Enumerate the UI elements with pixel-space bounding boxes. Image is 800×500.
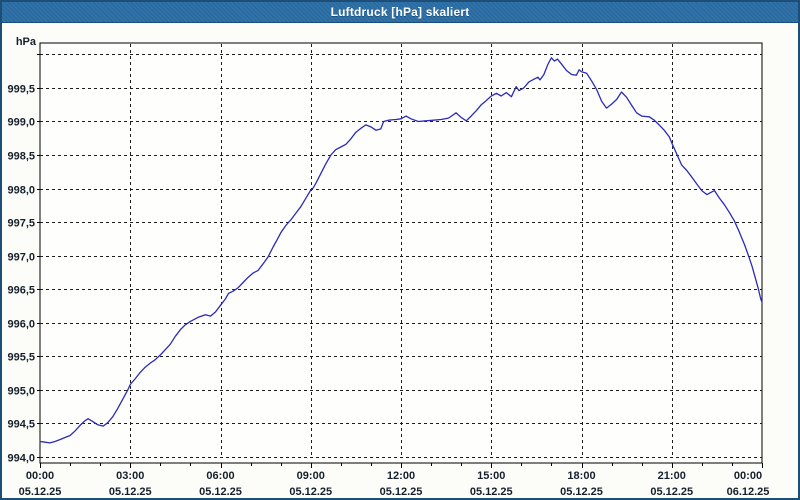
y-tick-label: 997,5: [7, 218, 35, 230]
y-tick-label: 998,5: [7, 151, 35, 163]
pressure-line-chart: 994,0 994,5 995,0 995,5 996,0 996,5 997,0 997,5…: [7, 42, 770, 498]
x-date-label: 05.12.25: [19, 486, 62, 498]
y-tick-label: 999,0: [7, 117, 35, 129]
x-time-label: 00:00: [26, 470, 54, 482]
x-time-label: 03:00: [116, 470, 144, 482]
y-tick-label: 998,0: [7, 185, 35, 197]
x-date-label: 05.12.25: [109, 486, 152, 498]
y-tick-label: 999,5: [7, 84, 35, 96]
x-time-label: 18:00: [567, 470, 595, 482]
x-date-label: 05.12.25: [199, 486, 242, 498]
y-tick-label: 994,5: [7, 419, 35, 431]
x-time-label: 00:00: [734, 470, 762, 482]
x-time-label: 15:00: [477, 470, 505, 482]
chart-area: hPa 994,0 994,5 995,0 995,5 996,0 996,5 997,0 9…: [2, 23, 798, 498]
y-tick-label: 996,5: [7, 285, 35, 297]
window-title: Luftdruck [hPa] skaliert: [330, 5, 470, 19]
x-date-label: 05.12.25: [650, 486, 693, 498]
x-time-label: 06:00: [206, 470, 234, 482]
x-time-label: 12:00: [387, 470, 415, 482]
x-date-label: 05.12.25: [560, 486, 603, 498]
y-tick-label: 997,0: [7, 252, 35, 264]
x-date-label: 05.12.25: [289, 486, 332, 498]
window-titlebar: Luftdruck [hPa] skaliert: [2, 2, 798, 23]
x-time-label: 09:00: [297, 470, 325, 482]
pressure-curve: [39, 57, 763, 444]
y-tick-label: 995,5: [7, 352, 35, 364]
x-date-label: 05.12.25: [470, 486, 513, 498]
x-time-label: 21:00: [658, 470, 686, 482]
y-tick-label: 996,0: [7, 319, 35, 331]
x-date-label: 06.12.25: [727, 486, 770, 498]
y-tick-label: 994,0: [7, 453, 35, 465]
x-date-label: 05.12.25: [380, 486, 423, 498]
y-tick-label: 995,0: [7, 386, 35, 398]
y-axis-unit-label: hPa: [15, 36, 36, 48]
